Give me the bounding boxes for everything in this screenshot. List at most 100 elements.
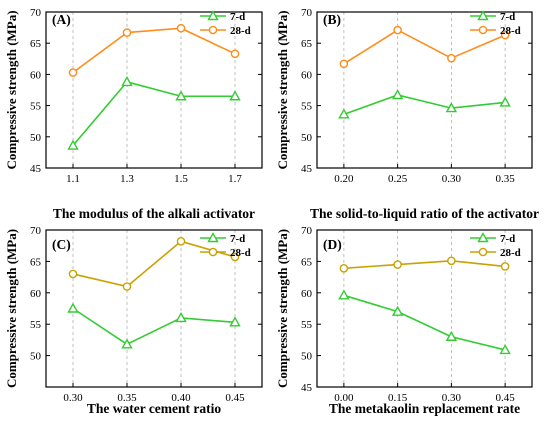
series-line-7d bbox=[72, 307, 236, 346]
y-tick-label: 50 bbox=[301, 351, 313, 363]
x-tick-label: 0.20 bbox=[334, 173, 354, 185]
y-tick-label: 65 bbox=[30, 256, 42, 268]
data-point-7d bbox=[499, 96, 511, 107]
series-line-28d bbox=[72, 240, 236, 288]
y-tick-label: 60 bbox=[30, 288, 42, 300]
panel-a: 45 50 55 60 65 70 1.1 1.3 1.5 1.7 The modulus of t… bbox=[4, 7, 263, 221]
y-tick-label: 45 bbox=[301, 163, 313, 175]
series-line-7d bbox=[72, 80, 235, 147]
data-point-7d bbox=[391, 89, 404, 100]
data-point-28d bbox=[393, 25, 402, 35]
x-tick-label: 0.30 bbox=[442, 392, 462, 404]
y-axis-title: Compressive strength (MPa) bbox=[4, 10, 19, 169]
legend-label-28d: 28-d bbox=[500, 247, 521, 259]
data-point-7d bbox=[229, 316, 241, 327]
y-tick-label: 55 bbox=[301, 319, 313, 331]
legend-marker-28d bbox=[478, 25, 488, 35]
legend-marker-28d bbox=[208, 25, 218, 35]
x-tick-label: 0.35 bbox=[117, 392, 137, 404]
y-tick-label: 65 bbox=[301, 38, 313, 50]
x-tick-label: 1.7 bbox=[228, 173, 242, 185]
data-point-28d bbox=[176, 23, 186, 33]
data-point-7d bbox=[338, 108, 350, 119]
plot-frame bbox=[45, 11, 263, 169]
legend-marker-7d bbox=[477, 232, 489, 243]
data-point-7d bbox=[391, 305, 404, 316]
panel-label: (B) bbox=[323, 12, 341, 27]
legend-label-28d: 28-d bbox=[230, 247, 251, 259]
x-tick-label: 1.3 bbox=[120, 173, 134, 185]
x-axis-title: The water cement ratio bbox=[87, 401, 222, 416]
data-point-28d bbox=[393, 260, 402, 269]
legend-marker-7d bbox=[477, 10, 489, 21]
legend-label-28d: 28-d bbox=[500, 25, 521, 37]
x-tick-label: 0.45 bbox=[496, 392, 516, 404]
data-point-28d bbox=[176, 237, 186, 246]
series-line-28d bbox=[343, 29, 506, 65]
data-point-28d bbox=[68, 68, 78, 77]
panel-label: (C) bbox=[52, 237, 71, 252]
y-tick-label: 45 bbox=[301, 382, 313, 394]
x-tick-label: 0.00 bbox=[334, 392, 354, 404]
data-point-28d bbox=[68, 269, 78, 279]
x-axis-title: The solid-to-liquid ratio of the activat… bbox=[310, 206, 539, 221]
data-point-28d bbox=[447, 53, 456, 63]
y-axis-title: Compressive strength (MPa) bbox=[275, 10, 290, 169]
data-point-28d bbox=[339, 59, 349, 69]
x-tick-label: 0.25 bbox=[388, 173, 408, 185]
panel-label: (D) bbox=[323, 237, 342, 252]
y-tick-label: 45 bbox=[30, 163, 42, 175]
legend-label-7d: 7-d bbox=[500, 233, 515, 245]
data-point-28d bbox=[339, 264, 349, 273]
data-point-7d bbox=[175, 90, 187, 101]
x-tick-label: 1.1 bbox=[66, 173, 80, 185]
series-line-7d bbox=[343, 94, 506, 116]
panel-b: 45 50 55 60 65 70 0.20 0.25 0.30 0.35 The solid-to… bbox=[275, 7, 539, 221]
data-point-7d bbox=[445, 330, 458, 341]
legend-label-7d: 7-d bbox=[230, 11, 245, 23]
y-tick-label: 70 bbox=[30, 225, 42, 237]
y-tick-label: 50 bbox=[30, 132, 42, 144]
panel-label: (A) bbox=[52, 12, 71, 27]
x-tick-label: 0.35 bbox=[496, 173, 516, 185]
y-tick-label: 65 bbox=[301, 256, 313, 268]
data-point-28d bbox=[500, 262, 510, 271]
data-point-7d bbox=[445, 102, 458, 113]
y-tick-label: 50 bbox=[301, 132, 313, 144]
legend-label-28d: 28-d bbox=[230, 25, 251, 37]
series-line-7d bbox=[343, 294, 506, 351]
x-axis-title: The metakaolin replacement rate bbox=[329, 401, 520, 416]
series-line-28d bbox=[72, 27, 236, 74]
series-line-28d bbox=[343, 259, 506, 270]
data-point-7d bbox=[67, 302, 79, 313]
y-tick-label: 65 bbox=[30, 38, 42, 50]
data-point-7d bbox=[499, 344, 511, 355]
y-tick-label: 60 bbox=[301, 288, 313, 300]
x-tick-label: 0.15 bbox=[388, 392, 408, 404]
data-point-7d bbox=[67, 139, 79, 150]
y-axis-title: Compressive strength (MPa) bbox=[275, 229, 290, 388]
x-tick-label: 0.45 bbox=[225, 392, 245, 404]
plot-frame bbox=[316, 229, 533, 388]
y-axis-title: Compressive strength (MPa) bbox=[4, 229, 19, 388]
y-tick-label: 55 bbox=[301, 101, 313, 113]
legend-marker-28d bbox=[478, 247, 488, 257]
x-tick-label: 0.30 bbox=[63, 392, 83, 404]
y-tick-label: 55 bbox=[30, 101, 42, 113]
x-tick-label: 1.5 bbox=[174, 173, 188, 185]
data-point-7d bbox=[121, 75, 133, 87]
data-point-28d bbox=[230, 252, 240, 262]
plot-frame bbox=[316, 11, 533, 169]
legend-marker-7d bbox=[207, 232, 219, 243]
data-point-7d bbox=[338, 289, 350, 300]
data-point-7d bbox=[229, 90, 241, 101]
legend-marker-7d bbox=[207, 10, 219, 21]
y-tick-label: 70 bbox=[30, 7, 42, 19]
y-tick-label: 60 bbox=[30, 69, 42, 81]
legend-label-7d: 7-d bbox=[500, 11, 515, 23]
data-point-28d bbox=[122, 28, 132, 37]
x-tick-label: 0.30 bbox=[442, 173, 462, 185]
legend-label-7d: 7-d bbox=[230, 233, 245, 245]
